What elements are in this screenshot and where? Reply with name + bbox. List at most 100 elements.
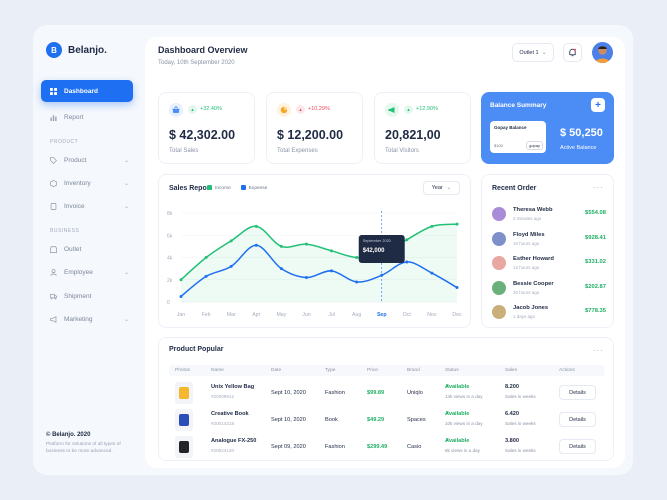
data-point [229, 264, 233, 268]
tooltip-title: September 2020 [363, 239, 391, 243]
sales-sub: Sales in weeks [505, 394, 536, 399]
order-amount: $778.35 [585, 308, 606, 314]
column-header: Price [367, 368, 378, 373]
gopay-card[interactable]: Gopay Balance $100 gopay [490, 121, 546, 153]
income-area [181, 224, 457, 302]
sidebar-item-label: Marketing [64, 315, 93, 323]
status-sub: 10k views in a day [445, 421, 483, 426]
product-sales: 8.200 [505, 384, 519, 390]
tooltip-value: $42,000 [363, 248, 385, 254]
footer-text: Platform for solutions of all types of b… [46, 442, 121, 454]
y-tick-label: 6k [167, 233, 173, 239]
gopay-card-name: Gopay Balance [494, 125, 527, 130]
data-point [355, 256, 359, 259]
status-sub: 14k views in a day [445, 394, 483, 399]
product-brand: Spaces [407, 417, 426, 423]
details-dropdown[interactable]: Details ⌄ [559, 412, 596, 427]
app-window: B Belanjo. Dashboard Report PRODUCT Prod… [33, 25, 633, 475]
sidebar-item-product[interactable]: Product ⌄ [41, 149, 133, 171]
data-point [455, 286, 459, 290]
table-row: Analogue FX-250 #20024120 Sept 09, 2020 Fas… [169, 435, 605, 459]
product-brand: Uniqlo [407, 390, 423, 396]
x-tick-label: Jan [177, 312, 185, 318]
chart-tooltip [358, 235, 405, 263]
sidebar-item-label: Inventory [64, 179, 91, 187]
more-icon[interactable]: ··· [593, 346, 604, 355]
chart-title: Sales Report [169, 185, 212, 192]
sidebar-item-marketing[interactable]: Marketing ⌄ [41, 308, 133, 330]
sidebar-item-label: Invoice [64, 202, 85, 210]
balance-amount-label: Active Balance [560, 145, 597, 151]
data-point [405, 238, 409, 242]
notification-button[interactable] [563, 43, 582, 62]
gopay-card-amount: $100 [494, 143, 503, 148]
product-price: $99.89 [367, 390, 385, 396]
product-brand: Casio [407, 444, 422, 450]
basket-icon [169, 103, 183, 117]
store-icon [50, 245, 57, 253]
order-row[interactable]: Bessie Cooper 20 hours ago $202.87 [492, 279, 606, 297]
sidebar-item-shipment[interactable]: Shipment [41, 285, 133, 307]
document-icon [50, 202, 57, 210]
column-header: Brand [407, 368, 420, 373]
add-balance-button[interactable]: + [591, 98, 605, 112]
page-date: Today, 10th September 2020 [158, 60, 235, 66]
x-tick-label: Jul [328, 312, 335, 318]
sidebar-item-employee[interactable]: Employee ⌄ [41, 261, 133, 283]
order-row[interactable]: Floyd Miles 10 hours ago $928.41 [492, 230, 606, 248]
sidebar-item-invoice[interactable]: Invoice ⌄ [41, 195, 133, 217]
sidebar-footer: © Belanjo. 2020 Platform for solutions o… [46, 432, 136, 455]
product-sales: 6.420 [505, 411, 519, 417]
grid-icon [50, 87, 57, 95]
x-tick-label: Feb [202, 312, 211, 318]
more-icon[interactable]: ··· [593, 183, 604, 192]
series-line-expense [180, 244, 458, 298]
stat-value: $ 12,200.00 [277, 128, 344, 142]
order-name: Jacob Jones [513, 305, 549, 311]
check-icon: ✓ [445, 411, 450, 417]
brand[interactable]: B Belanjo. [46, 42, 107, 58]
period-label: Year [431, 185, 443, 191]
column-header: Sales [505, 368, 517, 373]
chevron-down-icon: ⌄ [541, 50, 547, 56]
tag-icon [50, 156, 57, 164]
order-time: 10 hours ago [513, 240, 540, 246]
outlet-dropdown[interactable]: Outlet 1 ⌄ [512, 43, 554, 62]
sidebar-item-label: Dashboard [64, 87, 98, 95]
bar-chart-icon [50, 114, 57, 121]
period-dropdown[interactable]: Year ⌄ [423, 181, 460, 195]
order-name: Theresa Webb [513, 207, 553, 213]
chevron-down-icon: ⌄ [123, 316, 129, 323]
data-point [380, 273, 384, 277]
sidebar-item-inventory[interactable]: Inventory ⌄ [41, 172, 133, 194]
details-dropdown[interactable]: Details ⌄ [559, 439, 596, 454]
order-row[interactable]: Theresa Webb 2 minutes ago $554.08 [492, 205, 606, 223]
order-row[interactable]: Jacob Jones 1 days ago $778.35 [492, 303, 606, 321]
section-label-product: PRODUCT [50, 139, 79, 145]
details-dropdown[interactable]: Details ⌄ [559, 385, 596, 400]
sidebar-item-dashboard[interactable]: Dashboard [41, 80, 133, 102]
table-row: Unix Yellow Bag #20009912 Sept 10, 2020 Fas… [169, 381, 605, 405]
balance-summary-card: Balance Summary + Gopay Balance $100 gop… [481, 92, 614, 164]
order-amount: $554.08 [585, 210, 606, 216]
sidebar-item-outlet[interactable]: Outlet [41, 238, 133, 260]
user-avatar[interactable] [592, 42, 613, 63]
product-date: Sept 10, 2020 [271, 417, 306, 423]
product-price: $49.29 [367, 417, 385, 423]
data-point [179, 294, 183, 298]
stat-label: Total Sales [169, 148, 199, 154]
avatar [492, 305, 506, 319]
x-tick-label: Nov [427, 312, 437, 318]
column-header: Name [211, 368, 224, 373]
sidebar-item-label: Product [64, 156, 87, 164]
order-amount: $928.41 [585, 234, 606, 241]
data-point [229, 239, 233, 243]
sales-sub: Sales in weeks [505, 448, 536, 453]
sales-report-card: Sales Report Income Expense Year ⌄ 8k 6k 4… [158, 174, 471, 328]
table-header: Photos Name Date Type Price Brand Status… [169, 365, 605, 376]
products-title: Product Popular [169, 346, 224, 353]
megaphone-icon [50, 315, 57, 323]
sidebar-item-label: Shipment [64, 292, 92, 300]
sidebar-item-report[interactable]: Report [41, 106, 133, 128]
order-row[interactable]: Esther Howard 12 hours ago $331.02 [492, 254, 606, 272]
